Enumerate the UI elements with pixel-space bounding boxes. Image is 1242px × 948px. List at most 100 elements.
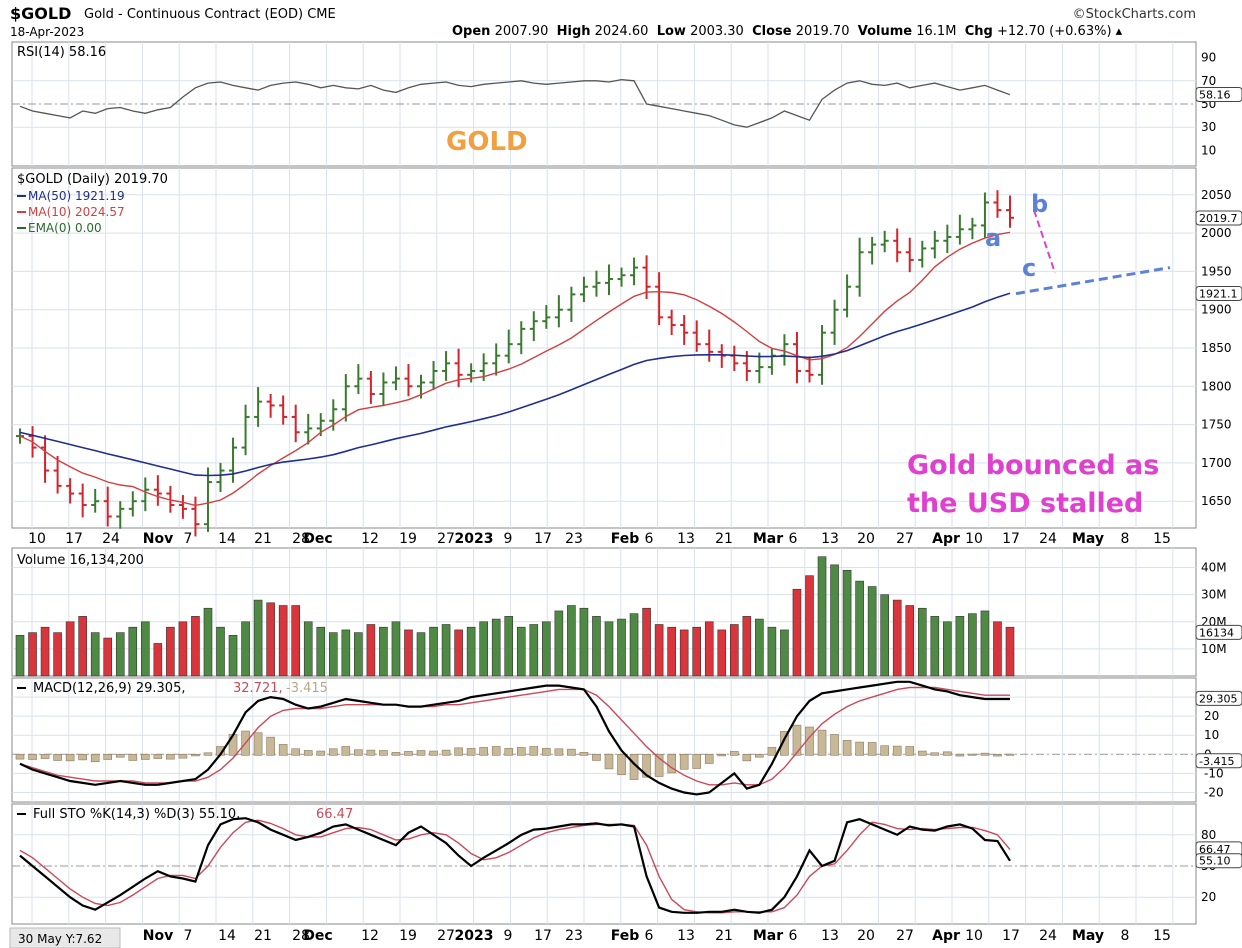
stochastic-legend: Full STO %K(14,3) %D(3) 55.10,: [33, 807, 240, 822]
macd-histogram-bar: [53, 754, 62, 761]
ma50-last-value: 1921.1: [1199, 288, 1238, 301]
macd-histogram-bar: [278, 744, 288, 756]
macd-histogram-bar: [40, 754, 50, 759]
macd-tick: -20: [1204, 785, 1224, 799]
macd-last-value: 29.305: [1199, 692, 1238, 705]
bottom-x-axis-label: 20: [857, 928, 875, 944]
x-axis-label: 15: [1153, 531, 1171, 547]
macd-histogram-bar: [980, 752, 990, 756]
macd-hist-last-value: -3.415: [1199, 755, 1234, 768]
volume-last-value: 16134: [1199, 626, 1234, 639]
volume-bar: [90, 632, 100, 677]
price-tick: 1850: [1201, 341, 1232, 355]
x-axis-label: 13: [677, 531, 695, 547]
price-tick: 1700: [1201, 456, 1232, 470]
stochastic-d-line: [19, 819, 1011, 914]
macd-histogram-bar: [592, 754, 601, 761]
rsi-tick: 90: [1201, 51, 1216, 65]
bottom-x-axis-label: 12: [361, 928, 379, 944]
volume-value: 16.1M: [916, 24, 957, 39]
macd-histogram-bar: [717, 754, 727, 757]
x-axis-label: Nov: [143, 531, 173, 547]
macd-histogram-bar: [479, 747, 488, 756]
macd-histogram-bar: [780, 731, 789, 756]
volume-bar: [178, 621, 188, 677]
macd-histogram-bar: [203, 752, 213, 756]
volume-bar: [830, 564, 839, 677]
price-tick: 2000: [1201, 226, 1232, 240]
x-axis-label: Mar: [753, 531, 783, 547]
volume-bar: [128, 626, 138, 677]
macd-histogram-bar: [454, 747, 463, 756]
coordinate-readout: 30 May Y:7.62: [18, 932, 102, 946]
x-axis-label: 28: [292, 531, 310, 547]
volume-bar: [504, 616, 514, 677]
rsi-last-value: 58.16: [1199, 89, 1231, 102]
volume-bar: [792, 588, 802, 677]
up-arrow-icon: ▴: [1111, 24, 1123, 39]
x-axis-label: Apr: [932, 531, 960, 547]
bottom-x-axis-label: 15: [1153, 928, 1171, 944]
macd-histogram-bar: [667, 754, 676, 774]
volume-bar: [692, 626, 702, 677]
volume-bar: [429, 626, 438, 677]
macd-histogram-bar: [15, 754, 25, 760]
volume-bar: [328, 632, 338, 677]
symbol: $GOLD: [10, 4, 72, 23]
ma10-line: [19, 231, 1011, 507]
ema-legend: EMA(0) 0.00: [28, 221, 102, 235]
x-axis-label: 8: [1121, 531, 1130, 547]
chart-header: $GOLD Gold - Continuous Contract (EOD) C…: [0, 0, 1242, 42]
macd-histogram-bar: [654, 754, 664, 777]
macd-histogram-bar: [993, 754, 1002, 757]
volume-bar: [1005, 626, 1015, 677]
volume-bar: [366, 624, 376, 677]
macd-histogram-bar: [366, 749, 376, 756]
ma50-last-value-box: [1195, 286, 1242, 302]
volume-legend: Volume 16,134,200: [17, 553, 144, 568]
volume-bar: [391, 621, 401, 677]
volume-bar: [642, 607, 651, 677]
x-axis-label: Feb: [611, 531, 640, 547]
volume-bar: [115, 632, 125, 677]
volume-bar: [993, 621, 1002, 677]
macd-histogram-bar: [429, 750, 438, 756]
macd-histogram-bar: [65, 754, 75, 762]
symbol-description: Gold - Continuous Contract (EOD) CME: [84, 7, 336, 22]
macd-histogram-bar: [529, 746, 539, 756]
bottom-x-axis-label: 21: [254, 928, 272, 944]
macd-histogram-bar: [28, 754, 37, 760]
bottom-x-axis-label: Mar: [753, 928, 783, 944]
volume-bar: [53, 632, 62, 677]
bottom-x-axis-label: 13: [677, 928, 695, 944]
brand-watermark: ©StockCharts.com: [1072, 7, 1196, 22]
macd-tick: 10: [1204, 728, 1219, 742]
bottom-x-axis-label: 13: [821, 928, 839, 944]
volume-bar: [554, 610, 564, 677]
bottom-x-axis-label: Feb: [611, 928, 640, 944]
high-value: 2024.60: [594, 24, 649, 39]
macd-histogram-bar: [792, 724, 802, 756]
macd-histogram-bar: [943, 751, 952, 756]
volume-bar: [654, 624, 664, 677]
volume-bar: [767, 626, 777, 677]
macd-histogram-bar: [617, 754, 626, 776]
volume-bar: [228, 635, 238, 677]
bottom-x-axis-label: 19: [399, 928, 417, 944]
macd-histogram-bar: [266, 736, 275, 756]
macd-histogram-bar: [153, 754, 163, 759]
x-axis-label: 19: [399, 531, 417, 547]
volume-bar: [730, 624, 739, 677]
x-axis-label: 23: [565, 531, 583, 547]
volume-bar: [303, 621, 313, 677]
x-axis-label: 27: [896, 531, 914, 547]
volume-bar: [404, 629, 413, 677]
stochastic-k-line: [19, 817, 1011, 914]
stochastic-tick: 80: [1201, 828, 1216, 842]
volume-bar: [867, 586, 877, 677]
macd-histogram-bar: [692, 754, 702, 769]
bottom-x-axis-label: 10: [965, 928, 983, 944]
macd-histogram-bar: [328, 748, 338, 756]
macd-histogram-bar: [166, 754, 175, 760]
low-value: 2003.30: [690, 24, 744, 39]
